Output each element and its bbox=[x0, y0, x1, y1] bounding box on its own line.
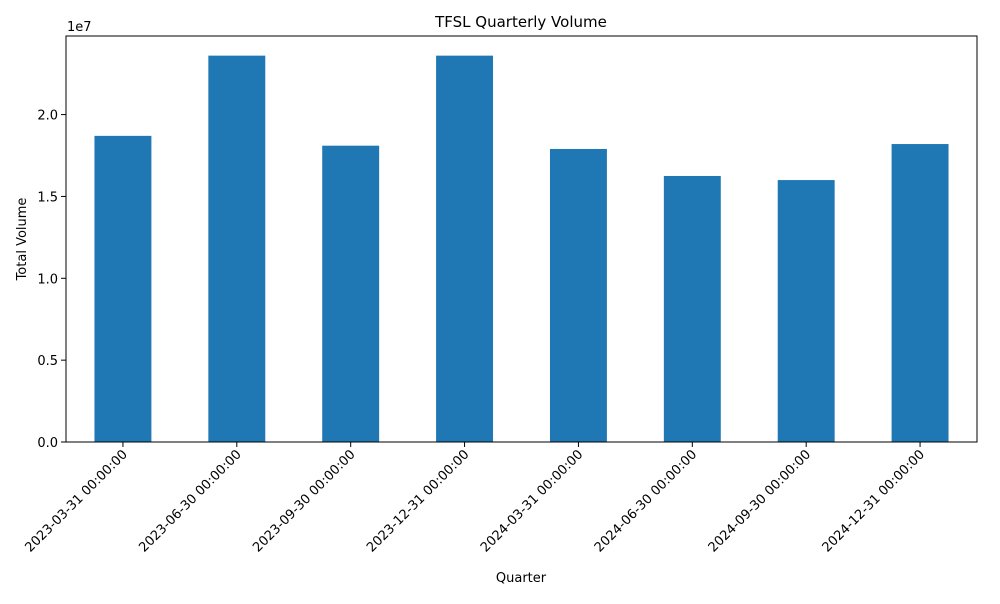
x-tick-label: 2024-03-31 00:00:00 bbox=[478, 447, 586, 555]
x-tick-label: 2024-12-31 00:00:00 bbox=[820, 447, 928, 555]
x-tick-label: 2023-09-30 00:00:00 bbox=[250, 447, 358, 555]
x-tick-label: 2024-06-30 00:00:00 bbox=[592, 447, 700, 555]
y-tick-label: 0.0 bbox=[37, 436, 58, 451]
x-tick-label: 2023-03-31 00:00:00 bbox=[23, 447, 131, 555]
bar-2023-09-30 bbox=[322, 145, 380, 442]
bar-series bbox=[94, 55, 949, 443]
y-tick-label: 1.0 bbox=[37, 272, 58, 287]
x-axis-label: Quarter bbox=[496, 571, 547, 586]
x-tick-label: 2024-09-30 00:00:00 bbox=[706, 447, 814, 555]
chart-title: TFSL Quarterly Volume bbox=[434, 13, 607, 31]
bar-2024-03-31 bbox=[549, 148, 607, 443]
bar-2024-09-30 bbox=[777, 180, 835, 442]
y-axis-offset-label: 1e7 bbox=[67, 20, 92, 35]
y-axis-label: Total Volume bbox=[15, 198, 30, 282]
bar-2023-03-31 bbox=[94, 135, 152, 442]
y-tick-label: 1.5 bbox=[37, 190, 58, 205]
x-tick-label: 2023-12-31 00:00:00 bbox=[364, 447, 472, 555]
bar-2023-12-31 bbox=[436, 55, 494, 442]
bar-2024-06-30 bbox=[663, 175, 721, 442]
y-tick-label: 2.0 bbox=[37, 109, 58, 124]
plot-frame bbox=[65, 35, 978, 443]
x-tick-label: 2023-06-30 00:00:00 bbox=[136, 447, 244, 555]
bar-2023-06-30 bbox=[208, 55, 266, 442]
y-tick-label: 0.5 bbox=[37, 354, 58, 369]
bar-2024-12-31 bbox=[891, 144, 949, 442]
x-axis-ticks: 2023-03-31 00:00:00 2023-06-30 00:00:00 20… bbox=[23, 442, 928, 555]
y-axis-ticks: 0.0 0.5 1.0 1.5 2.0 bbox=[37, 109, 66, 451]
